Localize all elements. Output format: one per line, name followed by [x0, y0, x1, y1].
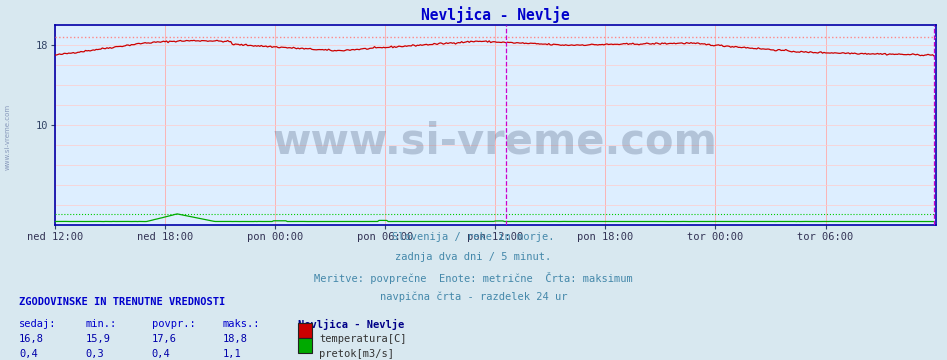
Text: sedaj:: sedaj: — [19, 319, 57, 329]
Text: navpična črta - razdelek 24 ur: navpična črta - razdelek 24 ur — [380, 292, 567, 302]
Text: temperatura[C]: temperatura[C] — [319, 334, 406, 344]
Text: 1,1: 1,1 — [223, 349, 241, 359]
Text: Meritve: povprečne  Enote: metrične  Črta: maksimum: Meritve: povprečne Enote: metrične Črta:… — [314, 272, 633, 284]
Text: min.:: min.: — [85, 319, 116, 329]
Text: 18,8: 18,8 — [223, 334, 247, 344]
Text: www.si-vreme.com: www.si-vreme.com — [273, 120, 718, 162]
Text: zadnja dva dni / 5 minut.: zadnja dva dni / 5 minut. — [396, 252, 551, 262]
Text: 0,4: 0,4 — [152, 349, 170, 359]
Text: Nevljica - Nevlje: Nevljica - Nevlje — [298, 319, 404, 330]
Text: 17,6: 17,6 — [152, 334, 176, 344]
Text: povpr.:: povpr.: — [152, 319, 195, 329]
Text: 0,4: 0,4 — [19, 349, 38, 359]
Text: Slovenija / reke in morje.: Slovenija / reke in morje. — [392, 232, 555, 242]
Text: www.si-vreme.com: www.si-vreme.com — [5, 104, 10, 170]
Text: 15,9: 15,9 — [85, 334, 110, 344]
Text: maks.:: maks.: — [223, 319, 260, 329]
Text: pretok[m3/s]: pretok[m3/s] — [319, 349, 394, 359]
Text: ZGODOVINSKE IN TRENUTNE VREDNOSTI: ZGODOVINSKE IN TRENUTNE VREDNOSTI — [19, 297, 225, 307]
Title: Nevljica - Nevlje: Nevljica - Nevlje — [420, 6, 570, 23]
Text: 16,8: 16,8 — [19, 334, 44, 344]
Text: 0,3: 0,3 — [85, 349, 104, 359]
